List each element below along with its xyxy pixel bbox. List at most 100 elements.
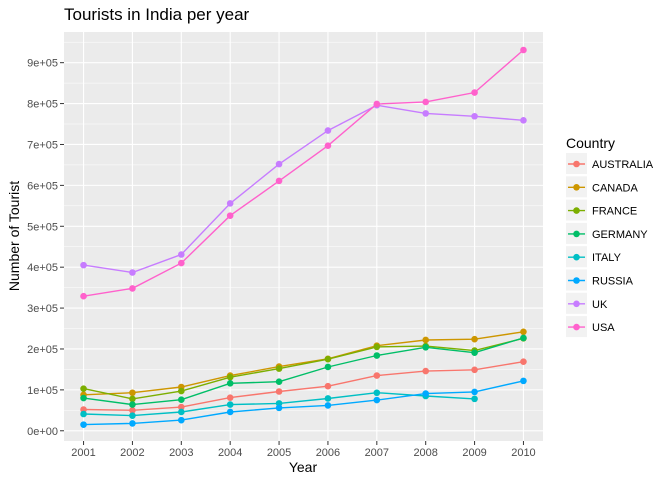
x-tick-label: 2001 <box>71 447 95 459</box>
data-point-france <box>324 355 332 363</box>
legend-label-germany: GERMANY <box>592 229 648 241</box>
data-point-usa <box>275 177 283 185</box>
legend: Country AUSTRALIA CANADA FRANCE GERMANY ITAL… <box>566 135 654 338</box>
data-point-russia <box>226 408 234 416</box>
legend-label-uk: UK <box>592 299 608 311</box>
y-tick-label: 5e+05 <box>27 221 58 233</box>
chart-title: Tourists in India per year <box>64 5 250 24</box>
data-point-germany <box>178 396 185 403</box>
data-point-germany <box>129 401 136 408</box>
data-point-australia <box>275 388 283 395</box>
legend-key-point-russia <box>573 277 580 284</box>
series-line-canada <box>83 331 524 396</box>
data-point-uk <box>129 269 136 276</box>
legend-key-point-italy <box>573 253 580 261</box>
data-point-usa <box>471 89 478 96</box>
data-point-usa <box>422 98 429 106</box>
data-point-germany <box>226 380 234 387</box>
data-point-italy <box>129 412 136 419</box>
x-tick-label: 2006 <box>316 447 340 459</box>
data-point-usa <box>520 46 527 54</box>
data-point-usa <box>226 212 234 219</box>
y-tick-label: 9e+05 <box>27 58 58 70</box>
data-point-italy <box>80 410 87 418</box>
data-point-usa <box>373 100 381 108</box>
legend-label-australia: AUSTRALIA <box>592 159 654 171</box>
data-point-australia <box>422 367 429 375</box>
y-tick-label: 7e+05 <box>27 139 58 151</box>
data-point-russia <box>520 377 527 385</box>
data-point-canada <box>129 389 136 397</box>
legend-key-point-uk <box>573 300 580 308</box>
data-point-france <box>80 385 87 392</box>
x-axis-title: Year <box>289 459 318 475</box>
series-line-russia <box>83 380 524 426</box>
y-tick-label: 6e+05 <box>27 180 58 192</box>
data-point-australia <box>178 403 185 411</box>
x-tick-label: 2009 <box>462 447 486 459</box>
series-points <box>80 46 527 428</box>
legend-key-point-usa <box>573 323 580 331</box>
data-point-canada <box>471 335 478 343</box>
data-point-uk <box>80 261 87 269</box>
legend-key-point-canada <box>573 184 580 191</box>
data-point-italy <box>324 395 332 402</box>
y-tick-label: 3e+05 <box>27 303 58 315</box>
data-point-russia <box>129 420 136 427</box>
grid-minor <box>64 41 543 411</box>
data-point-russia <box>471 388 478 396</box>
data-point-russia <box>80 421 87 428</box>
data-point-germany <box>324 363 332 371</box>
legend-label-france: FRANCE <box>592 206 637 218</box>
data-point-italy <box>178 408 185 416</box>
data-point-germany <box>471 349 478 356</box>
series-line-uk <box>83 104 524 274</box>
y-tick-label: 1e+05 <box>27 385 58 397</box>
legend-label-canada: CANADA <box>592 182 639 194</box>
data-point-france <box>373 343 381 351</box>
data-point-canada <box>422 336 429 344</box>
data-point-canada <box>520 328 527 336</box>
data-point-usa <box>324 142 332 150</box>
data-point-germany <box>520 334 527 342</box>
data-point-germany <box>373 352 381 359</box>
data-point-germany <box>275 378 283 385</box>
legend-items: AUSTRALIA CANADA FRANCE GERMANY ITALY RUSSIA U… <box>566 153 654 338</box>
series-line-germany <box>83 337 524 406</box>
data-point-uk <box>275 160 283 168</box>
data-point-france <box>178 387 185 395</box>
series-line-usa <box>83 49 524 297</box>
data-point-australia <box>471 366 478 374</box>
data-point-italy <box>373 389 381 397</box>
series-line-australia <box>83 361 524 412</box>
data-point-russia <box>373 396 381 404</box>
legend-key-point-germany <box>573 230 580 238</box>
data-point-italy <box>226 401 234 408</box>
x-tick-label: 2007 <box>365 447 389 459</box>
data-point-germany <box>422 344 429 351</box>
legend-key-point-france <box>573 207 580 214</box>
data-point-russia <box>324 402 332 409</box>
data-point-italy <box>471 395 478 403</box>
y-axis: 0e+00 1e+05 2e+05 3e+05 4e+05 5e+05 6e+05 7e+05… <box>27 58 64 438</box>
x-tick-label: 2010 <box>511 447 535 459</box>
data-point-russia <box>275 404 283 412</box>
data-point-usa <box>178 259 185 267</box>
data-point-france <box>275 365 283 372</box>
legend-label-usa: USA <box>592 322 615 334</box>
data-point-australia <box>129 407 136 414</box>
y-tick-label: 2e+05 <box>27 344 58 356</box>
plot-panel <box>64 32 543 441</box>
data-point-usa <box>80 292 87 300</box>
y-tick-label: 8e+05 <box>27 99 58 111</box>
data-point-uk <box>324 127 332 134</box>
data-point-russia <box>422 390 429 397</box>
data-point-france <box>226 373 234 381</box>
data-point-uk <box>471 112 478 120</box>
y-tick-label: 0e+00 <box>27 426 58 438</box>
x-tick-label: 2008 <box>413 447 437 459</box>
x-tick-label: 2002 <box>120 447 144 459</box>
data-point-australia <box>226 394 234 401</box>
x-tick-label: 2004 <box>218 447 242 459</box>
